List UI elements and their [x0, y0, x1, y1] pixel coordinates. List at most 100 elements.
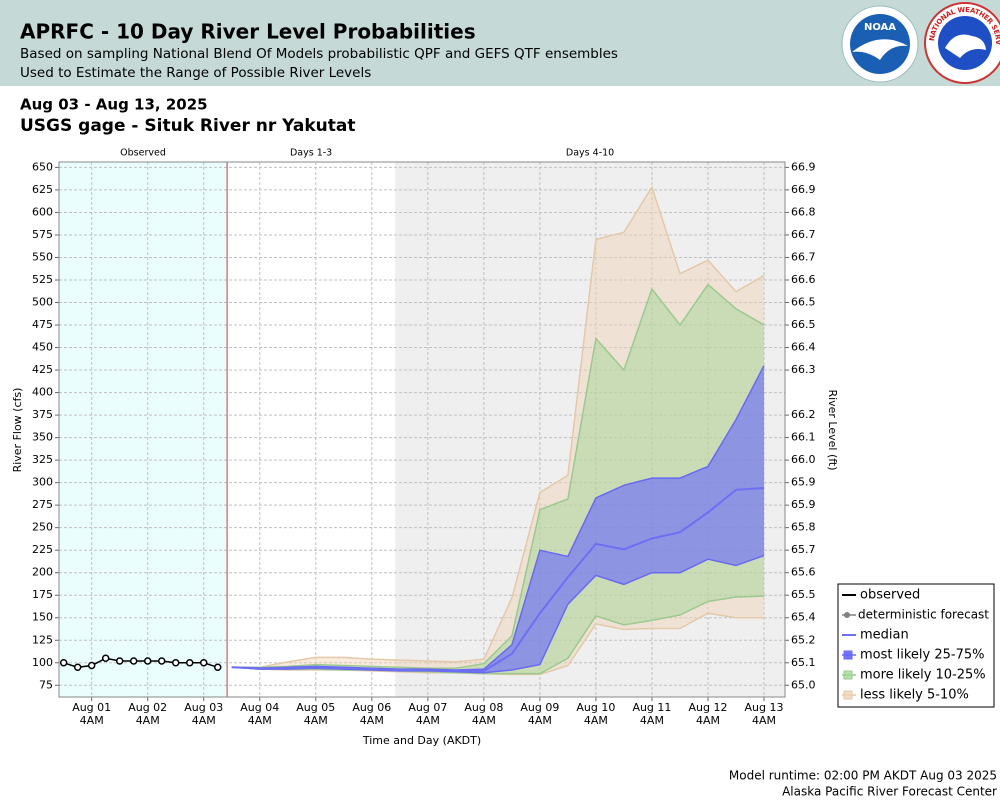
noaa-logo: NOAA — [841, 5, 919, 83]
y-tick-label: 450 — [32, 341, 53, 354]
region-bg — [227, 162, 396, 697]
header-bg — [0, 0, 1000, 86]
y2-tick-label: 66.7 — [791, 250, 816, 263]
band-edge — [231, 185, 765, 669]
x-tick-label: Aug 10 — [576, 701, 615, 714]
x-tick-label: Aug 03 — [184, 701, 223, 714]
y-tick-label: 400 — [32, 386, 53, 399]
y2-tick-label: 66.1 — [791, 431, 816, 444]
y-tick-label: 425 — [32, 363, 53, 376]
legend-swatch — [843, 670, 853, 680]
y2-tick-label: 65.6 — [791, 566, 816, 579]
x-tick-time: 4AM — [640, 714, 664, 727]
y-tick-label: 525 — [32, 273, 53, 286]
legend-swatch — [844, 612, 850, 618]
x-tick-time: 4AM — [472, 714, 496, 727]
band-edge — [231, 283, 765, 669]
y-tick-label: 625 — [32, 183, 53, 196]
y-tick-label: 650 — [32, 160, 53, 173]
observed-point — [143, 657, 152, 665]
y-tick-label: 350 — [32, 431, 53, 444]
x-tick-label: Aug 02 — [128, 701, 167, 714]
x-tick-label: Aug 11 — [632, 701, 671, 714]
region-bg — [59, 162, 228, 697]
y-tick-label: 100 — [32, 656, 53, 669]
observed-point — [157, 657, 166, 665]
y-tick-label: 225 — [32, 543, 53, 556]
x-tick-label: Aug 08 — [464, 701, 503, 714]
median-line — [231, 487, 765, 672]
y2-tick-label: 65.5 — [791, 588, 816, 601]
y2-tick-label: 66.9 — [791, 183, 816, 196]
region-label: Days 4-10 — [566, 148, 614, 159]
region-label: Observed — [120, 148, 166, 159]
y2-tick-label: 66.8 — [791, 205, 816, 218]
x-tick-label: Aug 07 — [408, 701, 447, 714]
y-tick-label: 600 — [32, 205, 53, 218]
legend-swatch — [843, 650, 853, 660]
legend-label: deterministic forecast — [858, 608, 989, 622]
x-tick-time: 4AM — [248, 714, 272, 727]
x-tick-label: Aug 09 — [520, 701, 559, 714]
y2-tick-label: 65.1 — [791, 656, 816, 669]
y2-tick-label: 65.9 — [791, 476, 816, 489]
x-tick-label: Aug 01 — [72, 701, 111, 714]
y2-tick-label: 66.6 — [791, 273, 816, 286]
y-tick-label: 475 — [32, 318, 53, 331]
x-tick-time: 4AM — [360, 714, 384, 727]
date-range: Aug 03 - Aug 13, 2025 — [20, 96, 208, 114]
y-tick-label: 500 — [32, 296, 53, 309]
region-label: Days 1-3 — [290, 148, 332, 159]
y-tick-label: 250 — [32, 521, 53, 534]
legend-label: median — [860, 628, 909, 643]
x-tick-time: 4AM — [696, 714, 720, 727]
header-subtitle: Used to Estimate the Range of Possible R… — [20, 65, 371, 81]
y-tick-label: 325 — [32, 453, 53, 466]
y2-tick-label: 66.5 — [791, 296, 816, 309]
y2-axis-label: River Level (ft) — [826, 389, 839, 470]
x-tick-label: Aug 05 — [296, 701, 335, 714]
x-tick-time: 4AM — [584, 714, 608, 727]
y2-tick-label: 66.4 — [791, 341, 816, 354]
legend-box — [837, 583, 995, 708]
x-tick-label: Aug 13 — [744, 701, 783, 714]
x-tick-time: 4AM — [136, 714, 160, 727]
y-axis-label: River Flow (cfs) — [11, 388, 24, 473]
y2-tick-label: 66.2 — [791, 408, 816, 421]
plot-frame — [58, 161, 786, 698]
x-axis-label: Time and Day (AKDT) — [362, 734, 481, 747]
x-tick-label: Aug 06 — [352, 701, 391, 714]
y2-tick-label: 65.2 — [791, 633, 816, 646]
y-tick-label: 175 — [32, 588, 53, 601]
observed-point — [73, 663, 82, 672]
y-tick-label: 275 — [32, 498, 53, 511]
region-bg — [395, 162, 785, 697]
x-tick-time: 4AM — [416, 714, 440, 727]
y-tick-label: 200 — [32, 566, 53, 579]
observed-point — [171, 659, 180, 667]
gage-name: USGS gage - Situk River nr Yakutat — [20, 116, 356, 136]
observed-point — [115, 657, 124, 665]
y2-tick-label: 65.7 — [791, 543, 816, 556]
observed-point — [87, 661, 96, 670]
observed-point — [185, 659, 194, 667]
y2-tick-label: 66.0 — [791, 453, 816, 466]
observed-point — [101, 654, 110, 663]
y-tick-label: 125 — [32, 633, 53, 646]
x-tick-time: 4AM — [80, 714, 104, 727]
x-tick-label: Aug 12 — [688, 701, 727, 714]
y2-tick-label: 66.7 — [791, 228, 816, 241]
y2-tick-label: 66.3 — [791, 363, 816, 376]
y2-tick-label: 65.9 — [791, 498, 816, 511]
legend-label: more likely 10-25% — [860, 668, 986, 683]
y2-tick-label: 65.0 — [791, 678, 816, 691]
legend-label: observed — [860, 588, 920, 603]
observed-point — [213, 663, 222, 672]
header-title: APRFC - 10 Day River Level Probabilities — [20, 20, 476, 44]
y2-tick-label: 66.9 — [791, 160, 816, 173]
band-area — [231, 365, 764, 673]
runtime: Model runtime: 02:00 PM AKDT Aug 03 2025 — [729, 769, 997, 783]
forecast-center: Alaska Pacific River Forecast Center — [782, 785, 997, 799]
y-tick-label: 550 — [32, 250, 53, 263]
x-tick-time: 4AM — [192, 714, 216, 727]
